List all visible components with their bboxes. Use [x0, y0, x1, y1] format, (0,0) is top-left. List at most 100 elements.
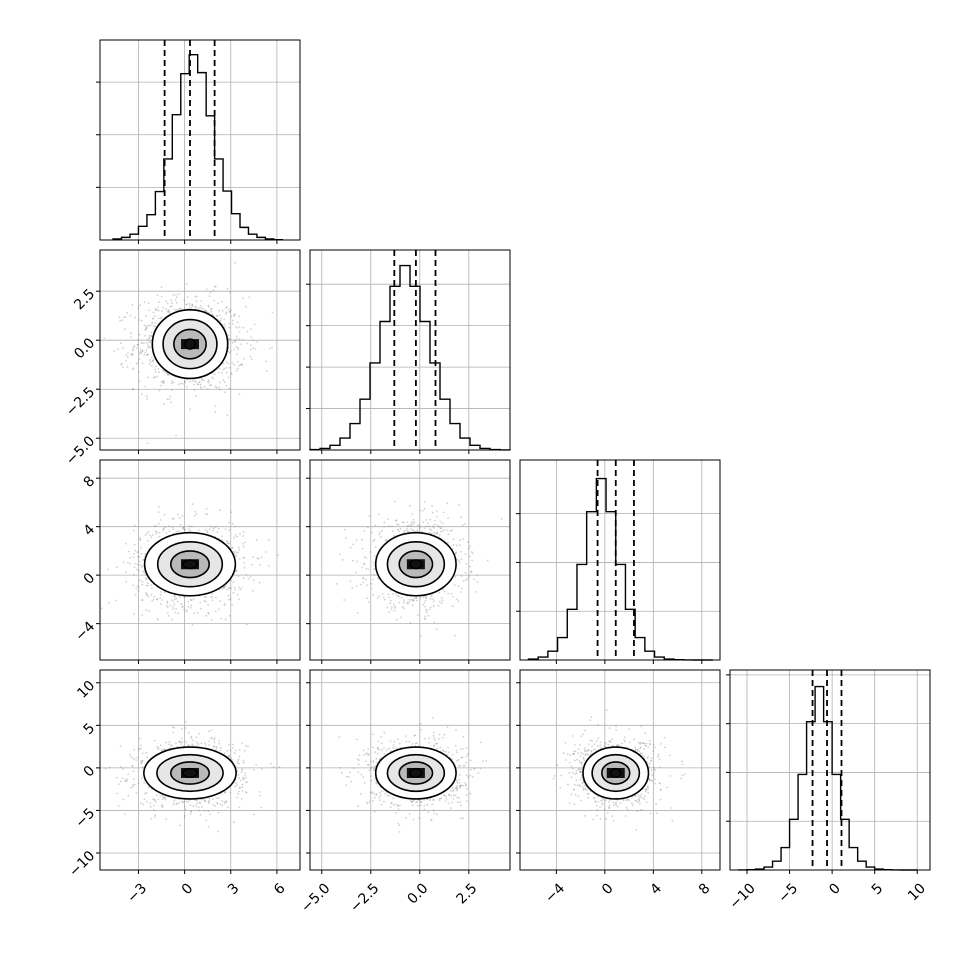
sample-point — [243, 546, 245, 548]
sample-point — [204, 529, 206, 531]
sample-point — [203, 600, 205, 602]
sample-point — [155, 525, 157, 527]
sample-point — [389, 602, 391, 604]
sample-point — [425, 526, 427, 528]
sample-point — [132, 349, 134, 351]
sample-point — [228, 744, 230, 746]
sample-point — [229, 292, 231, 294]
sample-point — [170, 306, 172, 308]
sample-point — [238, 763, 240, 765]
sample-point — [237, 347, 239, 349]
sample-point — [179, 825, 181, 827]
sample-point — [460, 551, 462, 553]
sample-point — [152, 534, 154, 536]
sample-point — [134, 317, 136, 319]
sample-point — [230, 749, 232, 751]
sample-point — [229, 615, 231, 617]
sample-point — [225, 311, 227, 313]
sample-point — [224, 324, 226, 326]
sample-point — [242, 543, 244, 545]
sample-point — [447, 517, 449, 519]
sample-point — [339, 554, 341, 556]
sample-point — [433, 737, 435, 739]
histogram-p1 — [310, 266, 510, 450]
sample-point — [165, 799, 167, 801]
sample-point — [201, 806, 203, 808]
sample-point — [181, 738, 183, 740]
sample-point — [132, 369, 134, 371]
sample-point — [388, 611, 390, 613]
sample-point — [140, 547, 142, 549]
sample-point — [226, 361, 228, 363]
sample-point — [239, 331, 241, 333]
sample-point — [125, 572, 127, 574]
sample-point — [154, 740, 156, 742]
sample-point — [155, 530, 157, 532]
sample-point — [166, 532, 168, 534]
sample-point — [155, 533, 157, 535]
sample-point — [139, 537, 141, 539]
sample-point — [382, 593, 384, 595]
sample-point — [432, 512, 434, 514]
sample-point — [198, 529, 200, 531]
sample-point — [178, 383, 180, 385]
sample-point — [453, 544, 455, 546]
sample-point — [433, 745, 435, 747]
sample-point — [144, 352, 146, 354]
sample-point — [147, 344, 149, 346]
sample-point — [220, 750, 222, 752]
sample-point — [156, 376, 158, 378]
sample-point — [250, 336, 252, 338]
sample-point — [390, 600, 392, 602]
sample-point — [234, 262, 236, 264]
sample-point — [253, 340, 255, 342]
sample-point — [406, 530, 408, 532]
sample-point — [216, 531, 218, 533]
sample-point — [247, 331, 249, 333]
sample-point — [254, 324, 256, 326]
sample-point — [205, 820, 207, 822]
sample-point — [373, 540, 375, 542]
sample-point — [138, 371, 140, 373]
sample-point — [127, 773, 129, 775]
sample-point — [229, 755, 231, 757]
sample-point — [199, 602, 201, 604]
sample-point — [236, 353, 238, 355]
sample-point — [372, 760, 374, 762]
sample-point — [226, 385, 228, 387]
sample-point — [144, 325, 146, 327]
sample-point — [160, 385, 162, 387]
sample-point — [363, 578, 365, 580]
sample-point — [148, 302, 150, 304]
sample-point — [134, 566, 136, 568]
sample-point — [135, 588, 137, 590]
sample-point — [461, 588, 463, 590]
sample-point — [248, 296, 250, 298]
sample-point — [363, 754, 365, 756]
sample-point — [143, 782, 145, 784]
sample-point — [219, 600, 221, 602]
sample-point — [211, 619, 213, 621]
sample-point — [223, 604, 225, 606]
sample-point — [229, 587, 231, 589]
sample-point — [186, 386, 188, 388]
sample-point — [150, 325, 152, 327]
sample-point — [157, 294, 159, 296]
sample-point — [125, 360, 127, 362]
sample-point — [225, 800, 227, 802]
sample-point — [412, 743, 414, 745]
sample-point — [403, 531, 405, 533]
sample-point — [454, 635, 456, 637]
sample-point — [409, 599, 411, 601]
sample-point — [239, 807, 241, 809]
sample-point — [190, 811, 192, 813]
sample-point — [196, 300, 198, 302]
sample-point — [468, 575, 470, 577]
sample-point — [197, 743, 199, 745]
sample-point — [224, 368, 226, 370]
sample-point — [154, 814, 156, 816]
sample-point — [233, 821, 235, 823]
sample-point — [232, 523, 234, 525]
sample-point — [141, 320, 143, 322]
sample-point — [384, 599, 386, 601]
